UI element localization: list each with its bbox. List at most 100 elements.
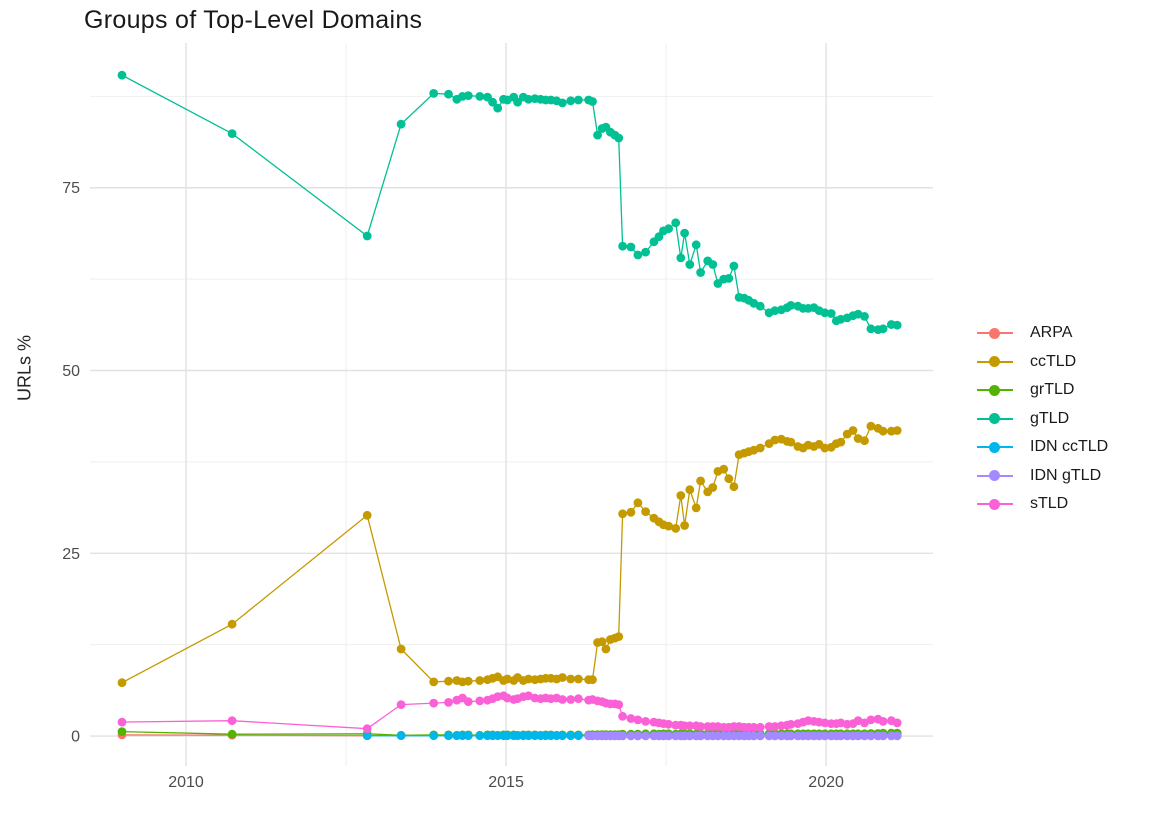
series-gTLD-point [574,95,583,105]
series-gTLD-point [770,306,780,315]
series-IDN-gTLD-point [820,731,830,741]
series-IDN-gTLD-point [853,731,863,741]
series-gTLD-point [826,309,836,318]
series-gTLD-point [488,97,497,107]
legend-row-grTLD: grTLD [977,376,1108,405]
series-sTLD-point [558,695,567,704]
series-ccTLD-point [633,498,643,508]
series-ccTLD-point [463,676,473,686]
series-IDN-ccTLD-point [475,731,485,741]
legend-key-icon [977,469,1013,482]
series-gTLD-point [671,218,681,228]
series-ccTLD-point [671,524,681,533]
series-IDN-ccTLD-point [574,731,583,741]
series-sTLD-point [429,698,439,708]
series-sTLD-point [770,722,780,731]
series-gTLD-point [820,308,830,318]
series-gTLD-point [680,228,689,238]
series-ccTLD-point [866,421,876,431]
series-IDN-ccTLD-point [502,731,512,741]
series-sTLD-point [574,694,583,704]
series-ccTLD-point [566,674,576,684]
legend-label: gTLD [1030,409,1070,427]
series-gTLD-point [892,320,902,330]
series-ccTLD-point [820,443,830,453]
series-sTLD-point [641,717,650,726]
legend-row-gTLD: gTLD [977,405,1108,434]
x-tick-label: 2010 [168,774,204,791]
chart-title: Groups of Top-Level Domains [84,6,423,34]
series-ccTLD-point [227,619,237,629]
series-gTLD-point [513,97,522,107]
y-tick-label: 0 [71,729,80,746]
series-sTLD-point [685,721,695,731]
series-ccTLD-point [786,437,796,447]
series-gTLD-point [117,70,127,80]
series-ccTLD-point [719,464,729,474]
series-IDN-gTLD-point [618,731,627,741]
series-gTLD-point [633,250,643,260]
series-gTLD-point [685,260,695,269]
series-ccTLD-point [117,678,127,688]
series-IDN-gTLD-point [664,731,673,741]
series-gTLD-point [227,129,237,139]
series-ccTLD-point [892,426,902,435]
series-IDN-ccTLD-point [463,731,473,741]
x-tick-label: 2015 [488,774,524,791]
legend-label: ccTLD [1030,352,1077,370]
series-ccTLD-point [848,426,858,435]
series-ccTLD-point [641,507,650,516]
series-gTLD-point [614,133,624,143]
series-IDN-ccTLD-point [558,731,567,741]
series-sTLD-point [362,724,372,734]
series-sTLD-point [444,698,453,707]
series-gTLD-point [558,98,567,108]
series-ccTLD-point [755,443,765,453]
series-sTLD-point [396,700,406,709]
series-ccTLD-point [836,437,846,447]
series-ccTLD-point [524,674,533,684]
series-IDN-gTLD-point [836,731,846,741]
series-sTLD-point [618,711,627,721]
series-ccTLD-point [680,521,689,530]
legend-label: grTLD [1030,381,1075,399]
series-gTLD-line [121,74,898,331]
series-sTLD-point [626,714,636,723]
series-gTLD-point [786,301,796,310]
series-ccTLD-point [618,509,627,519]
series-IDN-gTLD-point [860,731,869,741]
series-gTLD-point [729,261,739,271]
series-gTLD-point [588,97,597,106]
series-ccTLD-point [475,676,485,685]
legend-key-icon [977,384,1013,397]
series-gTLD-point [724,274,734,283]
series-IDN-gTLD-point [685,731,695,741]
series-IDN-gTLD-point [633,731,643,741]
series-gTLD-point [866,324,876,334]
series-sTLD-point [463,697,473,707]
series-gTLD-point [755,301,765,311]
series-ARPA-line [121,734,368,737]
legend-label: IDN gTLD [1030,466,1102,484]
series-ccTLD-point [691,503,701,513]
x-tick-label: 2020 [808,774,844,791]
series-IDN-ccTLD-point [429,731,439,741]
series-IDN-gTLD-point [866,731,876,741]
legend-row-ARPA: ARPA [977,319,1108,348]
series-ccTLD-point [558,673,567,682]
series-sTLD-point [475,696,485,706]
legend-key-icon [977,327,1013,340]
legend-label: IDN ccTLD [1030,438,1109,456]
series-sTLD-point [755,722,765,732]
series-gTLD-point [566,96,576,106]
series-ccTLD-point [614,632,624,641]
series-ccTLD-point [696,476,705,486]
series-ccTLD-point [574,674,583,684]
legend-key-icon [977,441,1013,454]
series-gTLD-point [860,312,869,321]
series-gTLD-point [463,91,473,100]
series-sTLD-point [892,718,902,728]
legend-label: sTLD [1030,495,1069,513]
y-tick-label: 75 [62,180,80,197]
series-IDN-gTLD-point [786,731,796,741]
